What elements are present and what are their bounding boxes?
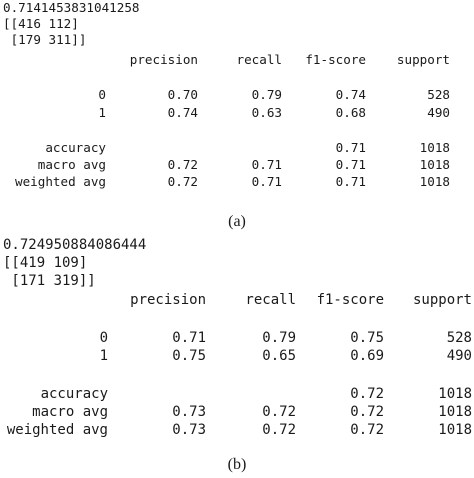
cell-f1: 0.69 xyxy=(350,348,384,364)
cell-recall: 0.65 xyxy=(262,348,296,364)
cell-support: 490 xyxy=(427,105,450,120)
cell-f1: 0.72 xyxy=(350,404,384,420)
cell-precision: 0.75 xyxy=(172,348,206,364)
cell-precision: 0.73 xyxy=(172,404,206,420)
cell-recall: 0.63 xyxy=(251,105,282,120)
cell-recall: 0.71 xyxy=(251,174,282,189)
cell-f1: 0.71 xyxy=(335,157,366,172)
cell-f1: 0.71 xyxy=(335,140,366,155)
cell-support: 1018 xyxy=(419,140,450,155)
cell-support: 1018 xyxy=(419,157,450,172)
header-recall: recall xyxy=(245,292,296,308)
cell-f1: 0.71 xyxy=(335,174,366,189)
header-precision: precision xyxy=(129,52,198,67)
cell-f1: 0.72 xyxy=(350,422,384,438)
row-label: weighted avg xyxy=(15,174,106,189)
report-panel-b: 0.724950884086444 [[419 109] [171 319]] … xyxy=(0,232,474,456)
cell-recall: 0.72 xyxy=(262,404,296,420)
header-f1-score: f1-score xyxy=(316,292,384,308)
cell-recall: 0.79 xyxy=(262,330,296,346)
row-label: accuracy xyxy=(40,386,108,402)
header-precision: precision xyxy=(130,292,206,308)
confusion-matrix-row: [[419 109] xyxy=(3,255,88,271)
header-support: support xyxy=(396,52,450,67)
cell-recall: 0.72 xyxy=(262,422,296,438)
cell-support: 490 xyxy=(446,348,472,364)
cell-f1: 0.74 xyxy=(335,87,366,102)
row-label: macro avg xyxy=(37,157,106,172)
row-label: weighted avg xyxy=(6,422,108,438)
cell-precision: 0.74 xyxy=(167,105,198,120)
cell-f1: 0.72 xyxy=(350,386,384,402)
cell-f1: 0.75 xyxy=(350,330,384,346)
accuracy-score: 0.724950884086444 xyxy=(3,237,147,253)
cell-support: 1018 xyxy=(438,404,472,420)
caption-a: (a) xyxy=(228,213,246,230)
row-label: 0 xyxy=(99,330,108,346)
row-label: 1 xyxy=(99,348,108,364)
cell-support: 1018 xyxy=(438,422,472,438)
row-label: 1 xyxy=(98,105,106,120)
cell-recall: 0.71 xyxy=(251,157,282,172)
cell-support: 528 xyxy=(427,87,450,102)
confusion-matrix-row: [179 311]] xyxy=(3,32,87,47)
cell-support: 1018 xyxy=(438,386,472,402)
cell-recall: 0.79 xyxy=(251,87,282,102)
report-panel-a: 0.7141453831041258 [[416 112] [179 311]]… xyxy=(0,0,474,200)
cell-precision: 0.72 xyxy=(167,174,198,189)
confusion-matrix-row: [[416 112] xyxy=(3,16,79,31)
header-support: support xyxy=(412,292,472,308)
cell-support: 1018 xyxy=(419,174,450,189)
row-label: accuracy xyxy=(45,140,106,155)
cell-precision: 0.70 xyxy=(167,87,198,102)
cell-f1: 0.68 xyxy=(335,105,366,120)
cell-precision: 0.71 xyxy=(172,330,206,346)
cell-precision: 0.73 xyxy=(172,422,206,438)
header-recall: recall xyxy=(236,52,283,67)
row-label: macro avg xyxy=(32,404,108,420)
row-label: 0 xyxy=(98,87,106,102)
cell-support: 528 xyxy=(446,330,472,346)
confusion-matrix-row: [171 319]] xyxy=(3,273,96,289)
caption-b: (b) xyxy=(227,456,247,473)
cell-precision: 0.72 xyxy=(167,157,198,172)
accuracy-score: 0.7141453831041258 xyxy=(3,0,140,15)
header-f1-score: f1-score xyxy=(305,52,366,67)
